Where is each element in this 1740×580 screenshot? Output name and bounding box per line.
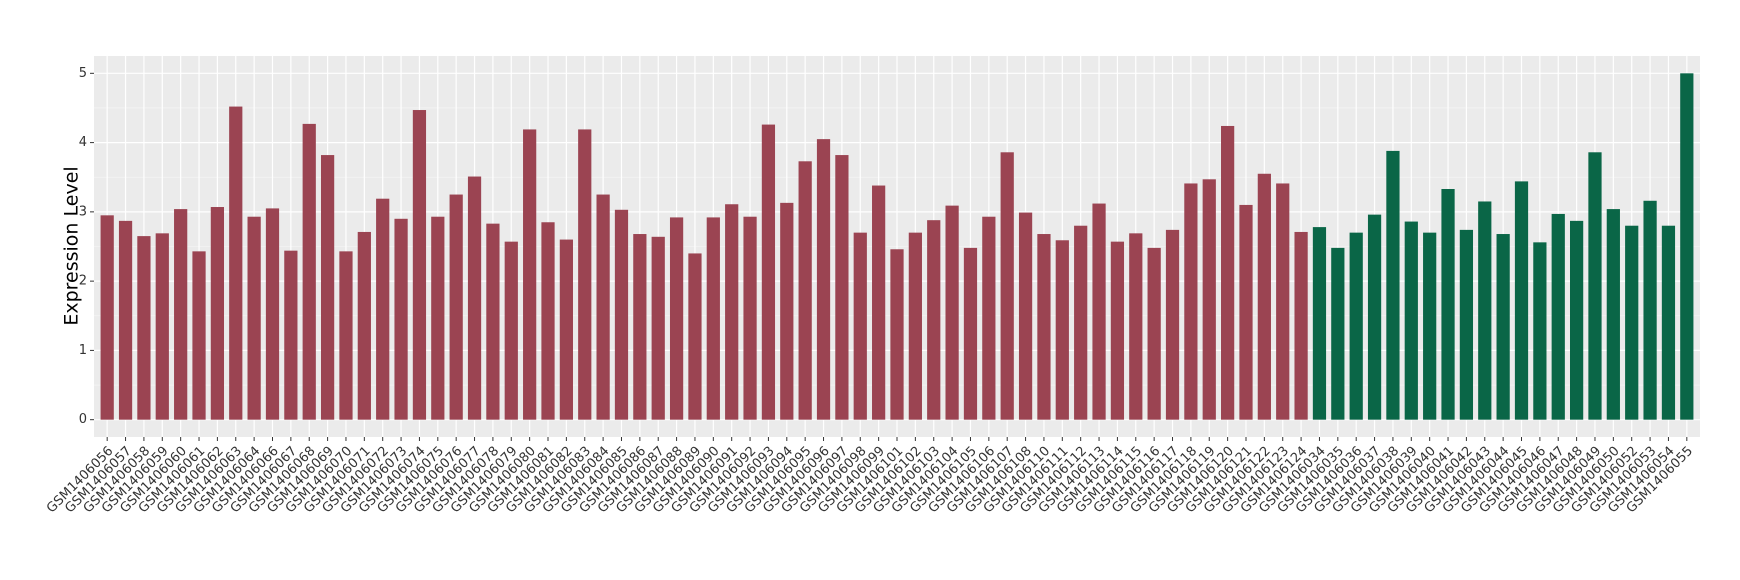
bar [669,217,684,420]
bar [1000,152,1014,420]
bar [357,231,371,420]
bar [1257,173,1271,420]
bar [688,253,702,420]
bar [1367,214,1382,420]
bar [963,247,978,420]
bar [541,222,555,420]
bar [210,207,225,420]
bar [559,239,573,420]
bar [1037,234,1051,420]
bar [1606,209,1620,420]
y-tick-label: 1 [79,343,87,358]
bar [412,110,427,420]
bar [1423,232,1437,420]
bar [1092,203,1106,420]
y-axis-title: Expression Level [61,166,83,325]
bar [761,124,776,420]
bar [449,194,463,420]
bar [835,155,849,420]
bar [1478,201,1492,420]
bar [302,123,316,420]
bar [1239,204,1253,420]
y-tick-label: 4 [79,135,87,150]
bar [431,216,445,420]
bar [376,198,390,420]
bar [1551,213,1565,420]
bar [1129,233,1143,420]
bar [467,176,482,420]
y-tick-label: 0 [79,412,87,427]
bar [100,215,114,420]
bar [1349,232,1363,420]
bar [523,129,537,420]
bar [486,223,500,420]
bar [1680,73,1694,420]
bar [1184,183,1198,420]
bar [1074,225,1088,420]
bar [1514,181,1529,420]
y-tick-label: 5 [79,66,87,81]
bar [872,185,886,420]
bar [229,106,243,420]
bar [1643,200,1657,420]
bar [1441,189,1455,420]
bar [982,216,996,420]
bar [890,249,904,420]
bar [816,139,831,420]
bar [1055,240,1069,420]
bar [137,236,151,420]
bar [908,232,922,420]
bar [118,220,133,420]
bar [853,232,867,420]
bar [155,233,169,420]
bar [1496,234,1510,420]
bar [1588,152,1602,420]
bar [1312,227,1327,420]
bar [1459,229,1474,420]
bar [1202,179,1216,420]
bar [1331,247,1345,420]
bar [1404,221,1418,420]
bar [614,209,629,420]
bar [284,250,298,420]
bar [247,216,261,420]
bar [1018,212,1033,420]
bar [1294,231,1308,420]
y-tick-label: 3 [79,204,87,219]
bar [320,155,335,420]
bar [945,205,959,420]
bar [1661,225,1676,420]
bar [1147,247,1161,420]
bar [1276,183,1290,420]
bar [174,209,188,420]
bar [1569,220,1584,420]
bar [504,241,518,420]
y-tick-label: 2 [79,274,87,289]
bar [1165,229,1180,420]
bar [1221,125,1235,420]
bar [798,161,812,420]
bar [633,234,647,420]
bar [927,220,941,420]
bar [339,251,353,420]
bar [265,208,280,420]
bar [706,217,720,420]
bar [1110,241,1125,420]
bar [578,129,592,420]
bar [743,216,757,420]
bar [596,194,610,420]
bar [1533,242,1547,420]
bar [651,236,665,420]
bar [780,202,794,420]
bar [192,251,206,420]
bar [394,218,408,420]
bar [1386,150,1400,420]
bar [725,204,739,420]
bar [1625,225,1639,420]
